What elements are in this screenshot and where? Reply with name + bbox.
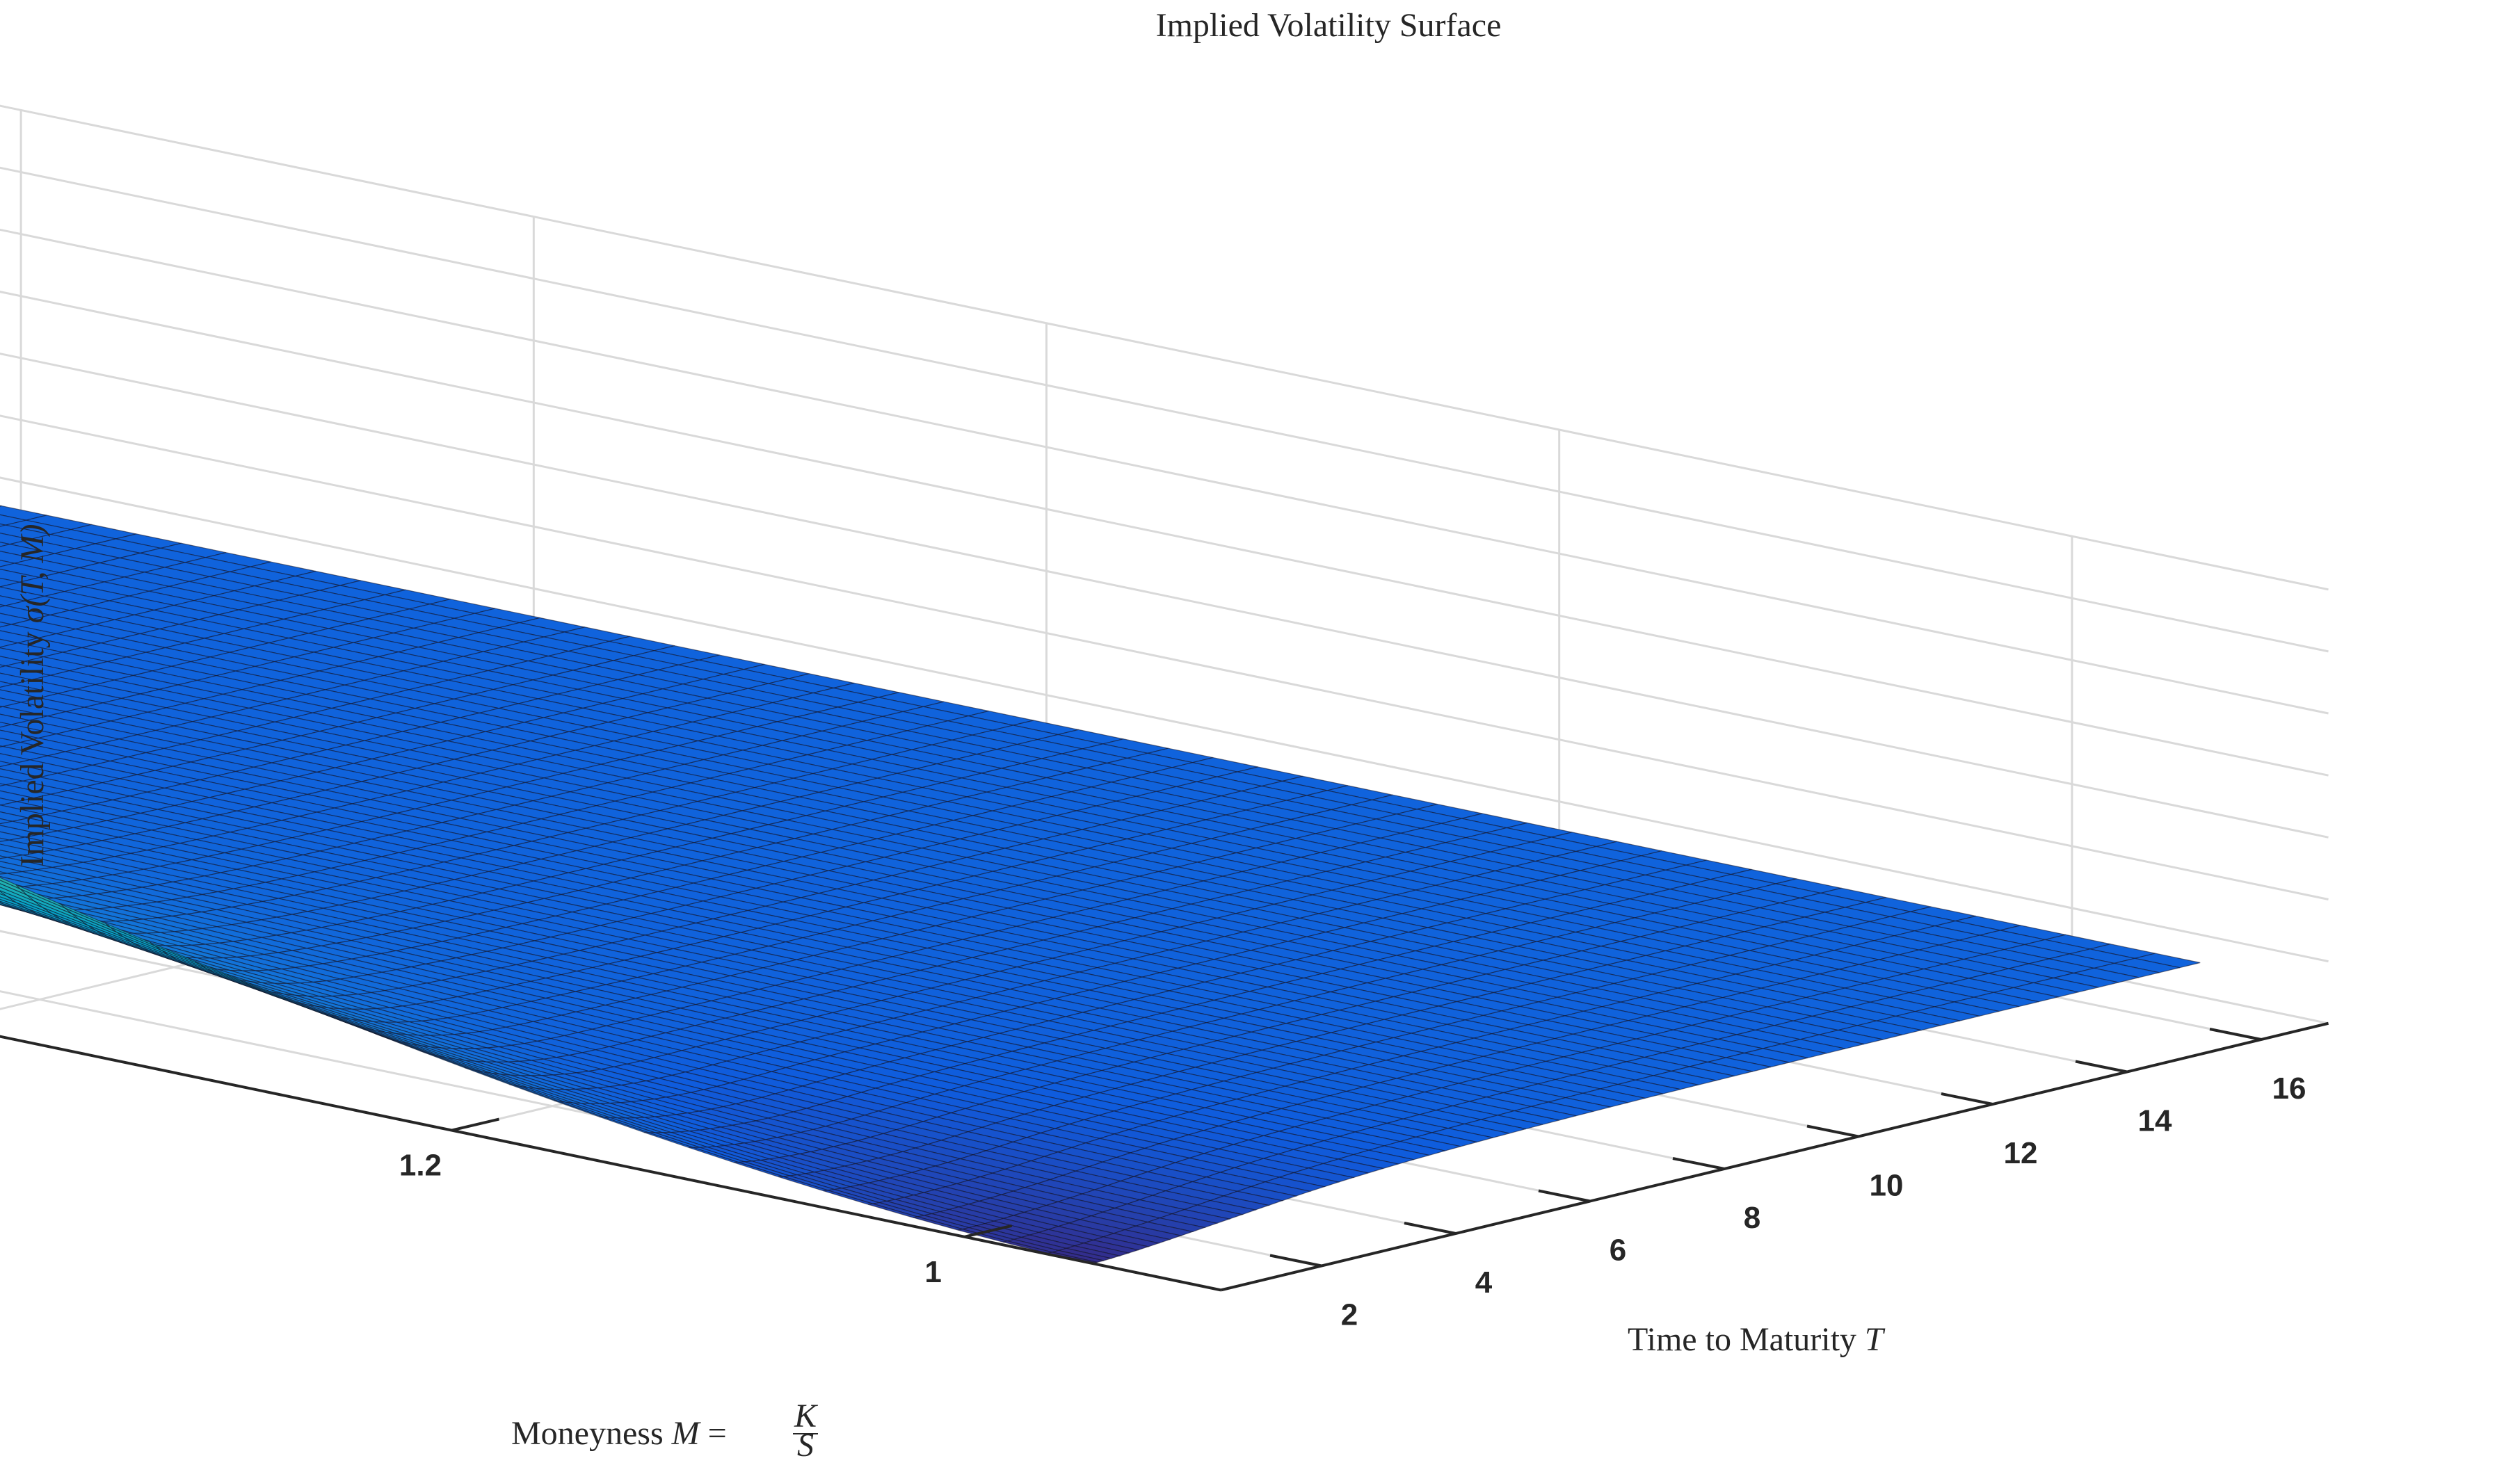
y-tick-label: 1: [924, 1255, 941, 1289]
z-gridline: [0, 414, 2329, 900]
y-label-frac-den: S: [797, 1427, 814, 1464]
axes: [0, 1021, 2329, 1292]
y-tick: [964, 1224, 1013, 1238]
y-axis-label: Moneyness M = K S: [511, 1398, 819, 1464]
z-gridline: [0, 166, 2329, 653]
z-gridline: [0, 353, 2329, 839]
z-gridline: [0, 104, 2329, 591]
x-tick: [1806, 1124, 1859, 1138]
z-gridline: [0, 476, 2329, 963]
y-label-frac-num: K: [794, 1398, 819, 1434]
y-tick-label: 1.2: [399, 1149, 442, 1183]
y-tick: [451, 1117, 499, 1132]
x-tick-label: 12: [2004, 1136, 2038, 1170]
x-tick: [2209, 1028, 2262, 1041]
x-tick: [1404, 1222, 1456, 1235]
svg-text:Moneyness M =: Moneyness M =: [511, 1415, 727, 1452]
moneyness-tick-labels: 11.21.41.61.82: [399, 1149, 942, 1289]
x-tick: [1538, 1189, 1591, 1203]
y-axis-line: [0, 1035, 1221, 1292]
x-tick: [1672, 1157, 1725, 1170]
x-tick-label: 14: [2138, 1104, 2172, 1138]
chart-title: Implied Volatility Surface: [1156, 7, 1502, 44]
x-tick-label: 16: [2272, 1071, 2306, 1106]
x-tick-label: 2: [1341, 1298, 1358, 1332]
x-axis-label: Time to Maturity T: [1628, 1321, 1886, 1358]
x-tick-label: 4: [1475, 1265, 1493, 1300]
x-axis-line: [1220, 1021, 2329, 1292]
z-axis-label: Implied Volatility σ(T, M): [14, 524, 51, 867]
x-tick-label: 8: [1744, 1201, 1760, 1235]
x-tick-label: 6: [1610, 1234, 1626, 1268]
z-gridline: [0, 291, 2329, 777]
x-tick: [2075, 1060, 2128, 1074]
z-gridline: [0, 228, 2329, 715]
volatility-surface: [0, 505, 2201, 1264]
x-tick-label: 10: [1870, 1169, 1904, 1203]
maturity-tick-labels: 2 4 6 8 10 12 14 16: [1341, 1071, 2306, 1332]
x-tick: [1269, 1254, 1322, 1268]
x-tick: [1941, 1092, 1993, 1106]
